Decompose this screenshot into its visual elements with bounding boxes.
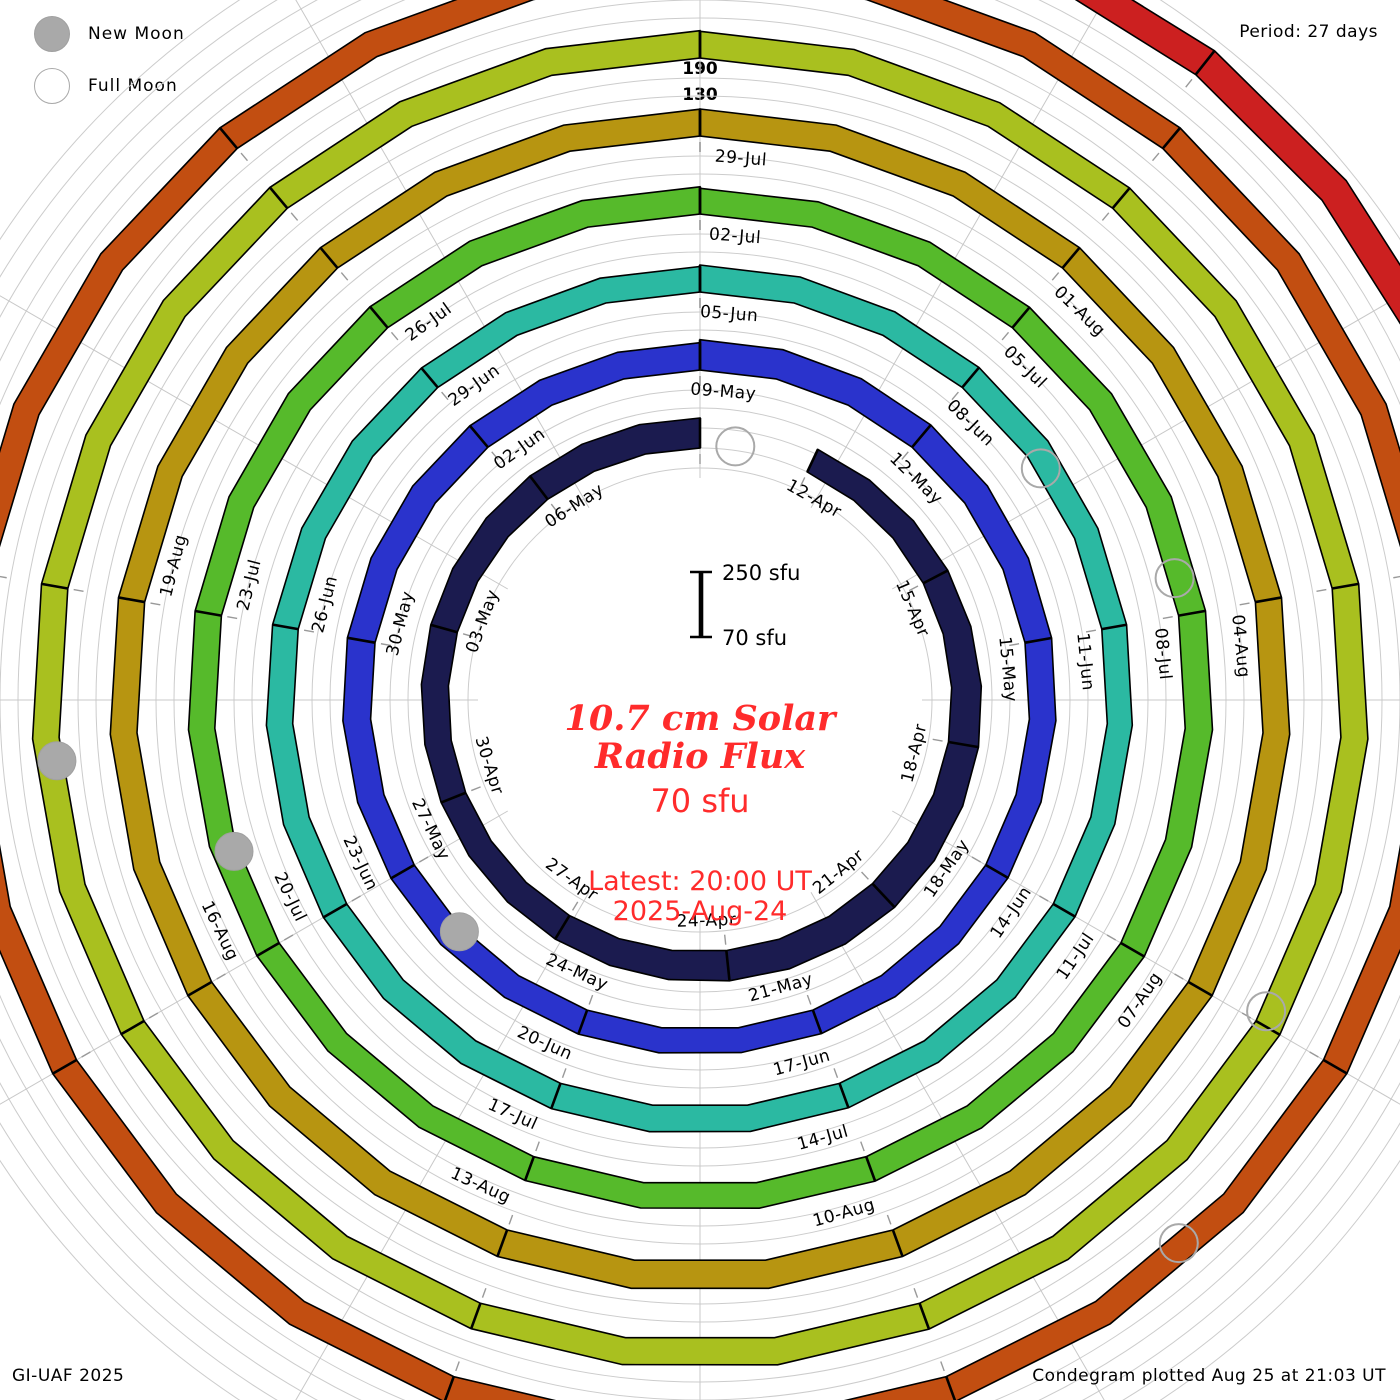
center-title-line1: 10.7 cm Solar bbox=[565, 698, 839, 739]
ring-date-label: 24-Apr bbox=[676, 910, 736, 932]
ring-date-label: 04-Aug bbox=[1227, 614, 1253, 679]
moon-markers bbox=[37, 426, 1287, 1264]
center-annotation: 10.7 cm Solar Radio Flux 70 sfu Latest: … bbox=[565, 698, 839, 927]
ring-date-label: 09-May bbox=[690, 379, 757, 404]
new-moon-icon bbox=[34, 16, 70, 52]
ring-date-label: 26-Jun bbox=[308, 574, 342, 635]
ring-date-label: 20-Jul bbox=[270, 869, 311, 925]
ring-date-label: 17-Jul bbox=[485, 1095, 541, 1135]
center-latest-date: 2025-Aug-24 bbox=[613, 896, 788, 927]
ring-date-label: 23-Jul bbox=[233, 557, 265, 613]
footer-plot-time: Condegram plotted Aug 25 at 21:03 UT bbox=[1032, 1366, 1386, 1386]
full-moon-marker bbox=[1020, 448, 1061, 489]
ring-date-label: 15-May bbox=[994, 636, 1020, 704]
ring-date-label: 08-Jul bbox=[1150, 627, 1175, 681]
legend-label-new-moon: New Moon bbox=[88, 24, 185, 44]
ring-date-label: 02-Jul bbox=[708, 224, 762, 248]
full-moon-marker bbox=[715, 426, 756, 467]
ring-date-label: 17-Jun bbox=[771, 1045, 833, 1080]
ring-date-label: 29-Jul bbox=[714, 147, 768, 171]
full-moon-icon bbox=[34, 68, 70, 104]
center-latest-time: Latest: 20:00 UT bbox=[588, 866, 812, 897]
ring-date-label: 10-Aug bbox=[811, 1195, 878, 1231]
ring-date-label: 18-Apr bbox=[898, 722, 932, 785]
ring-date-label: 30-Apr bbox=[471, 734, 508, 797]
new-moon-marker bbox=[214, 831, 254, 871]
ring-date-label: 11-Jun bbox=[1072, 632, 1098, 692]
period-label: Period: 27 days bbox=[1239, 22, 1378, 42]
ring-date-label: 21-Apr bbox=[809, 845, 868, 898]
scale-top-label: 250 sfu bbox=[722, 561, 800, 585]
full-moon-marker bbox=[1158, 1223, 1199, 1264]
new-moon-marker bbox=[439, 912, 479, 952]
ring-date-label: 05-Jun bbox=[699, 302, 759, 326]
footer-credit: GI-UAF 2025 bbox=[12, 1366, 125, 1386]
full-moon-marker bbox=[1154, 558, 1195, 599]
center-current-value: 70 sfu bbox=[650, 782, 749, 820]
full-moon-marker bbox=[1246, 991, 1287, 1032]
scale-bar: 250 sfu 70 sfu bbox=[690, 561, 800, 650]
center-title-line2: Radio Flux bbox=[594, 736, 806, 777]
scale-bottom-label: 70 sfu bbox=[722, 626, 787, 650]
legend-item-new-moon: New Moon bbox=[24, 8, 185, 60]
new-moon-marker bbox=[37, 741, 77, 781]
